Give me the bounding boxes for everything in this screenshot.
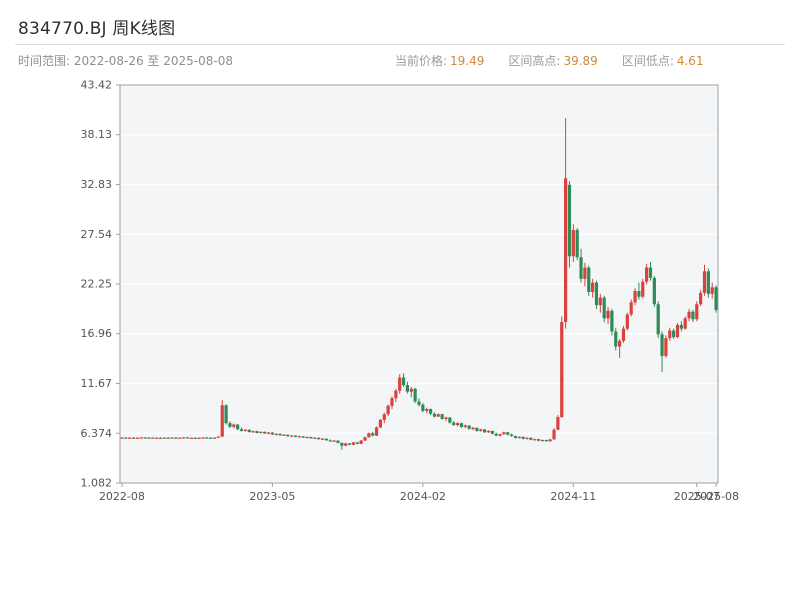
svg-text:2024-11: 2024-11	[550, 490, 596, 503]
svg-text:2023-05: 2023-05	[249, 490, 295, 503]
x-axis-labels: 2022-08 2023-05 2024-02 2024-11 2025-072025-…	[99, 483, 739, 503]
svg-text:11.67: 11.67	[81, 377, 113, 390]
svg-text:27.54: 27.54	[81, 228, 113, 241]
current-price-value: 19.49	[450, 54, 485, 68]
page-title: 834770.BJ 周K线图	[18, 19, 176, 39]
range-low-label: 区间低点:	[621, 54, 674, 68]
svg-text:43.42: 43.42	[81, 79, 113, 92]
candles-layer	[120, 118, 718, 450]
time-range: 时间范围: 2022-08-26 至 2025-08-08	[18, 52, 233, 69]
svg-text:38.13: 38.13	[81, 128, 113, 141]
range-low-value: 4.61	[676, 54, 704, 68]
range-high-label: 区间高点:	[508, 54, 561, 68]
svg-text:16.96: 16.96	[81, 327, 113, 340]
time-range-label: 时间范围:	[18, 54, 71, 68]
svg-text:1.082: 1.082	[81, 477, 113, 490]
current-price-stat: 当前价格: 19.49	[395, 52, 484, 69]
range-low-stat: 区间低点: 4.61	[622, 52, 704, 69]
range-high-value: 39.89	[563, 54, 598, 68]
svg-text:6.374: 6.374	[81, 427, 113, 440]
svg-text:2025-08: 2025-08	[693, 490, 739, 503]
svg-text:2022-08: 2022-08	[99, 490, 145, 503]
range-high-stat: 区间高点: 39.89	[508, 52, 597, 69]
header-divider	[15, 44, 785, 45]
time-range-value: 2022-08-26 至 2025-08-08	[73, 54, 233, 68]
svg-text:22.25: 22.25	[81, 278, 113, 291]
svg-text:2025-07: 2025-07	[674, 490, 720, 503]
price-stats: 当前价格: 19.49 区间高点: 39.89 区间低点: 4.61	[395, 52, 704, 69]
chart-subheader: 时间范围: 2022-08-26 至 2025-08-08 当前价格: 19.49…	[0, 52, 800, 68]
current-price-label: 当前价格:	[395, 54, 448, 68]
svg-text:32.83: 32.83	[81, 178, 113, 191]
y-axis-labels: 43.42 38.13 32.83 27.54 22.25 16.96 11.67 6.374…	[81, 79, 120, 490]
svg-text:2024-02: 2024-02	[400, 490, 446, 503]
